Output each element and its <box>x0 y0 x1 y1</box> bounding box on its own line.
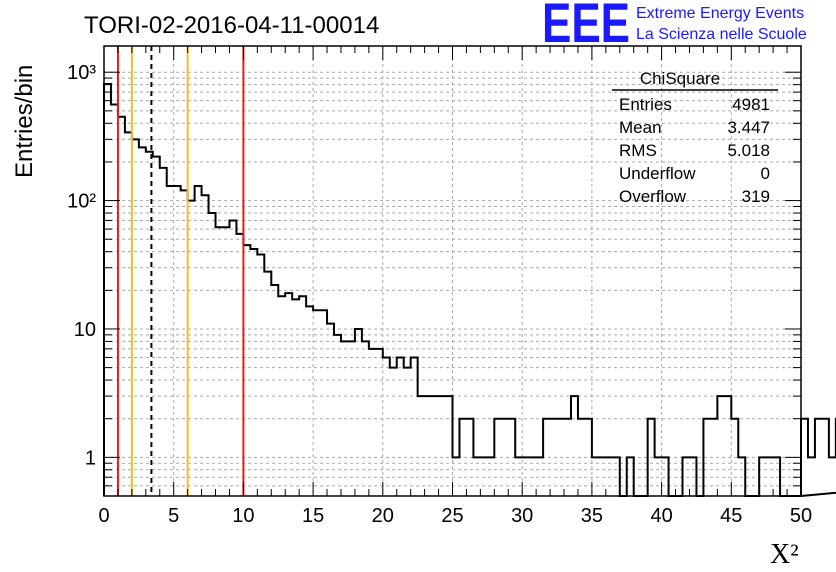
x-tick-label: 45 <box>720 505 742 527</box>
stats-value: 5.018 <box>727 141 770 160</box>
stats-value: 319 <box>742 187 770 206</box>
stats-value: 3.447 <box>727 118 770 137</box>
x-tick-label: 35 <box>581 505 603 527</box>
axes: 0 5 10 15 20 25 30 35 40 45 50 1 10 10² 10³ <box>67 45 812 527</box>
histogram-outline <box>103 82 836 497</box>
stats-label: RMS <box>619 141 657 160</box>
stats-value: 0 <box>761 164 770 183</box>
stats-title: ChiSquare <box>640 69 720 88</box>
y-tick-label: 10² <box>67 191 96 213</box>
logo-line-1: Extreme Energy Events <box>636 5 804 22</box>
y-tick-label: 10³ <box>67 62 96 84</box>
y-tick-label: 1 <box>85 447 96 469</box>
logo-mark: EEE <box>542 0 630 54</box>
stats-label: Overflow <box>619 187 687 206</box>
x-tick-label: 50 <box>790 505 812 527</box>
x-tick-label: 25 <box>441 505 463 527</box>
reference-lines <box>116 46 245 496</box>
stats-value: 4981 <box>732 95 770 114</box>
x-tick-label: 0 <box>98 505 109 527</box>
x-tick-label: 40 <box>650 505 672 527</box>
logo-line-2: La Scienza nelle Scuole <box>636 26 807 43</box>
y-tick-label: 10 <box>74 319 96 341</box>
histogram-bins <box>103 82 836 497</box>
stats-label: Underflow <box>619 164 696 183</box>
eee-logo: EEE Extreme Energy Events La Scienza nel… <box>542 0 807 54</box>
stats-rows: Entries 4981 Mean 3.447 RMS 5.018 Underflow 0 Ov… <box>619 95 770 206</box>
chart-title: TORI-02-2016-04-11-00014 <box>84 12 379 39</box>
x-tick-label: 30 <box>511 505 533 527</box>
x-axis-title: X² <box>770 539 799 570</box>
x-tick-label: 15 <box>302 505 324 527</box>
stats-label: Entries <box>619 95 672 114</box>
stats-box: ChiSquare Entries 4981 Mean 3.447 RMS 5.018 Un… <box>612 69 778 206</box>
stats-label: Mean <box>619 118 662 137</box>
x-tick-label: 5 <box>168 505 179 527</box>
x-tick-label: 20 <box>372 505 394 527</box>
y-axis-title: Entries/bin <box>11 65 38 178</box>
x-tick-label: 10 <box>232 505 254 527</box>
